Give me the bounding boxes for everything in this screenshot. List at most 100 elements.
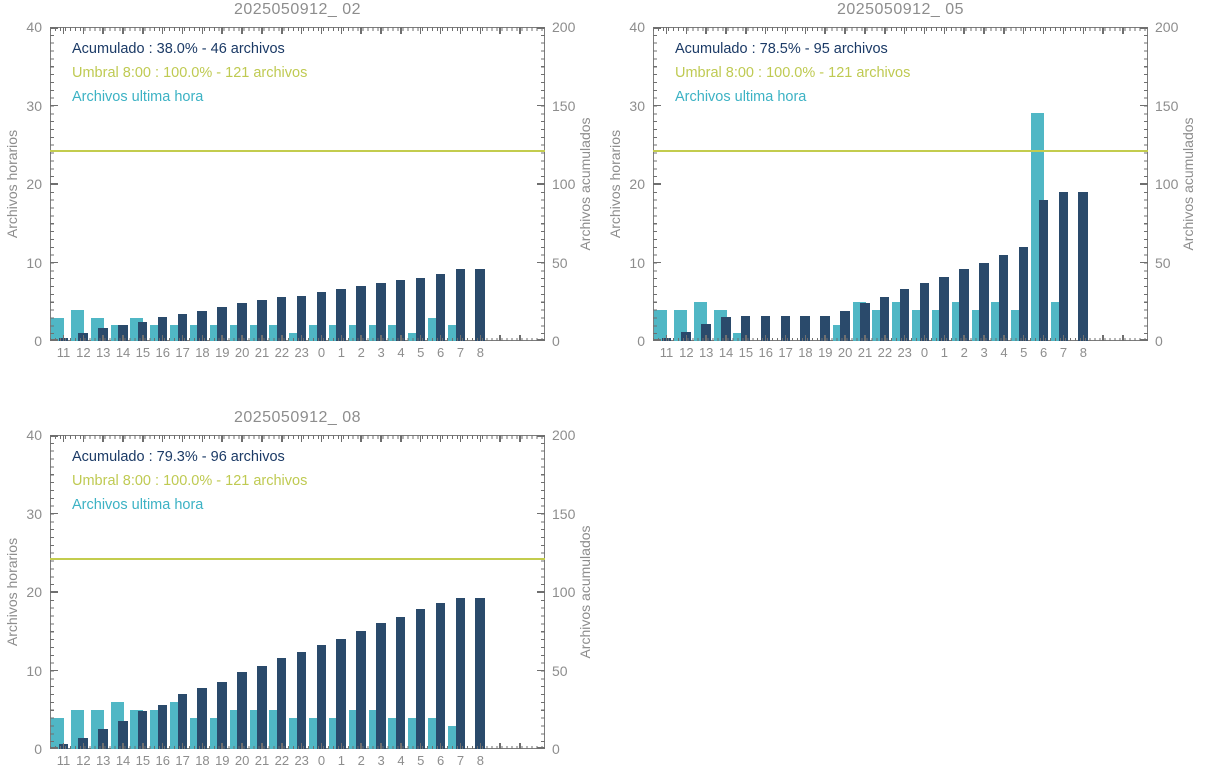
xtick-label: 2	[357, 753, 365, 768]
bottom-minor-ticks	[653, 337, 1148, 341]
xtick-label: 20	[837, 345, 853, 360]
accumulated-bar	[959, 268, 969, 341]
accumulated-bar	[701, 323, 711, 341]
top-major-tick	[519, 27, 521, 34]
bottom-major-tick	[320, 742, 323, 749]
bottom-major-tick	[1042, 334, 1045, 341]
xtick-label: 23	[897, 345, 912, 360]
accumulated-bar	[800, 315, 810, 341]
right-ytick-label: 150	[1155, 97, 1179, 114]
top-major-tick	[459, 435, 462, 442]
accumulated-bar	[217, 681, 227, 749]
top-major-tick	[400, 435, 402, 442]
right-major-tick	[1140, 339, 1148, 341]
bottom-major-tick	[360, 742, 362, 749]
accumulated-bar	[415, 278, 426, 341]
right-ytick-label: 100	[1155, 176, 1179, 192]
bottom-major-tick	[745, 334, 747, 341]
xtick-label: 14	[115, 345, 131, 360]
top-major-tick	[439, 435, 442, 442]
bottom-major-tick	[340, 334, 343, 341]
legend-ultima-hora-label: Archivos ultima hora	[72, 497, 204, 513]
bottom-major-tick	[419, 742, 422, 749]
right-axis-title: Archivos acumulados	[1180, 117, 1196, 251]
xtick-label: 19	[215, 345, 230, 360]
right-ytick-label: 0	[552, 333, 560, 349]
top-major-tick	[923, 27, 926, 34]
xtick-label: 12	[679, 345, 694, 360]
top-major-tick	[1122, 27, 1124, 34]
hourly-bar	[733, 333, 747, 341]
top-major-tick	[419, 435, 422, 442]
xtick-label: 4	[1000, 345, 1008, 360]
bottom-major-tick	[884, 334, 886, 341]
xtick-label: 0	[317, 753, 326, 768]
top-major-tick	[745, 27, 747, 34]
top-major-tick	[884, 27, 886, 34]
plot-area: Acumulado : 79.3% - 96 archivos Umbral 8…	[50, 435, 545, 749]
left-ytick-label: 0	[34, 333, 42, 349]
right-major-tick	[537, 261, 545, 264]
accumulated-bar	[998, 254, 1009, 341]
left-axis-title: Archivos horarios	[4, 129, 20, 239]
bottom-major-tick	[864, 334, 866, 341]
accumulated-bar	[217, 306, 227, 341]
bottom-major-tick	[400, 334, 402, 341]
left-ytick-label: 40	[629, 19, 645, 35]
bottom-major-tick	[439, 742, 442, 749]
left-major-tick	[50, 512, 58, 515]
left-major-tick	[50, 747, 58, 749]
accumulated-bar	[157, 705, 168, 749]
accumulated-bar	[356, 286, 366, 341]
xtick-label: 1	[337, 753, 345, 768]
top-major-tick	[725, 27, 727, 34]
top-major-tick	[804, 27, 807, 34]
xtick-label: 6	[437, 753, 445, 768]
xtick-label: 17	[175, 345, 190, 360]
bottom-major-tick	[824, 334, 826, 341]
xtick-label: 14	[718, 345, 734, 360]
left-major-tick	[50, 591, 58, 593]
right-major-tick	[537, 669, 545, 672]
right-major-tick	[537, 591, 545, 593]
top-major-tick	[62, 435, 65, 442]
xtick-label: 4	[397, 753, 405, 768]
xtick-label: 21	[254, 753, 270, 768]
top-major-tick	[685, 27, 688, 34]
right-major-tick	[1140, 261, 1148, 264]
xtick-label: 7	[456, 753, 465, 768]
top-major-tick	[300, 27, 303, 34]
right-major-tick	[1140, 104, 1148, 107]
xtick-label: 3	[980, 345, 988, 360]
xtick-label: 22	[274, 345, 290, 360]
accumulated-bar	[1078, 191, 1088, 341]
xtick-label: 11	[56, 345, 71, 360]
bottom-major-tick	[261, 334, 263, 341]
bottom-major-tick	[804, 334, 807, 341]
hourly-bar	[51, 717, 64, 749]
top-major-tick	[122, 27, 124, 34]
bottom-major-tick	[923, 334, 926, 341]
top-major-tick	[102, 27, 104, 34]
left-major-tick	[50, 669, 58, 672]
xtick-label: 15	[738, 345, 754, 360]
hourly-bar	[289, 333, 303, 341]
top-major-tick	[705, 27, 707, 34]
bottom-major-tick	[400, 742, 402, 749]
bottom-major-tick	[499, 334, 501, 341]
accumulated-bar	[879, 297, 890, 341]
bottom-major-tick	[419, 334, 422, 341]
bottom-major-tick	[281, 334, 283, 341]
bottom-major-tick	[1022, 334, 1025, 341]
right-ytick-label: 200	[552, 427, 576, 443]
bottom-major-tick	[181, 742, 184, 749]
xtick-label: 6	[437, 345, 445, 360]
bottom-major-tick	[360, 334, 362, 341]
bottom-major-tick	[1082, 334, 1085, 341]
xtick-label: 23	[294, 753, 309, 768]
hourly-bar	[654, 309, 667, 341]
top-major-tick	[201, 435, 204, 442]
bottom-major-tick	[320, 334, 323, 341]
bottom-major-tick	[983, 334, 985, 341]
top-minor-ticks	[50, 435, 545, 439]
